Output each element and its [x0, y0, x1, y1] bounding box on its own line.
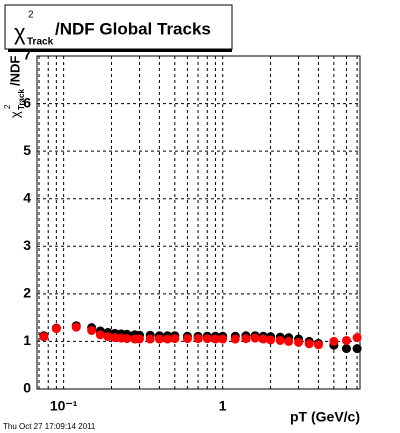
footer: Thu Oct 27 17:09:14 2011	[3, 422, 96, 431]
data-point	[304, 339, 314, 349]
y-tick-label: 6	[23, 94, 31, 110]
data-point	[182, 334, 192, 344]
title-shadow	[8, 49, 232, 52]
y-tick-label: 5	[23, 142, 31, 158]
data-point	[218, 334, 228, 344]
y-label-text: /NDF	[7, 56, 22, 86]
data-point	[329, 336, 339, 346]
data-point	[103, 332, 113, 342]
data-point	[284, 336, 294, 346]
data-point	[266, 335, 276, 345]
data-point	[145, 334, 155, 344]
data-point	[170, 334, 180, 344]
data-point	[313, 340, 323, 350]
data-point	[275, 335, 285, 345]
y-tick-label: 2	[23, 285, 31, 301]
data-point	[258, 334, 268, 344]
data-point	[154, 334, 164, 344]
data-point	[341, 344, 351, 354]
x-tick-label: 10⁻¹	[50, 398, 78, 414]
data-point	[352, 333, 362, 343]
data-point	[250, 333, 260, 343]
data-point	[39, 332, 49, 342]
title-subscript: Track	[27, 37, 54, 48]
data-point	[135, 334, 145, 344]
y-label-superscript: 2	[3, 104, 12, 109]
data-point	[352, 344, 362, 354]
x-tick-label: 1	[219, 398, 227, 414]
y-tick-label: 7	[23, 47, 31, 63]
title-symbol: χ	[14, 20, 26, 45]
title-superscript: 2	[28, 10, 34, 21]
data-point	[341, 335, 351, 345]
y-label-subscript: Track	[17, 89, 26, 110]
data-point	[294, 337, 304, 347]
data-point	[230, 334, 240, 344]
y-tick-label: 3	[23, 237, 31, 253]
y-label-symbol: χ	[7, 111, 22, 118]
y-tick-label: 4	[23, 189, 31, 205]
data-point	[122, 334, 132, 344]
data-point	[193, 334, 203, 344]
chart-title: /NDF Global Tracks	[55, 19, 211, 38]
x-label: pT (GeV/c)	[290, 409, 360, 425]
data-point	[163, 334, 173, 344]
data-point	[87, 325, 97, 335]
data-point	[71, 322, 81, 332]
data-point	[95, 330, 105, 340]
data-point	[241, 334, 251, 344]
y-tick-label: 1	[23, 332, 31, 348]
y-label: χ 2 Track /NDF	[3, 56, 26, 118]
y-tick-label: 0	[23, 380, 31, 396]
data-point	[210, 334, 220, 344]
data-point	[51, 324, 61, 334]
data-point	[202, 334, 212, 344]
